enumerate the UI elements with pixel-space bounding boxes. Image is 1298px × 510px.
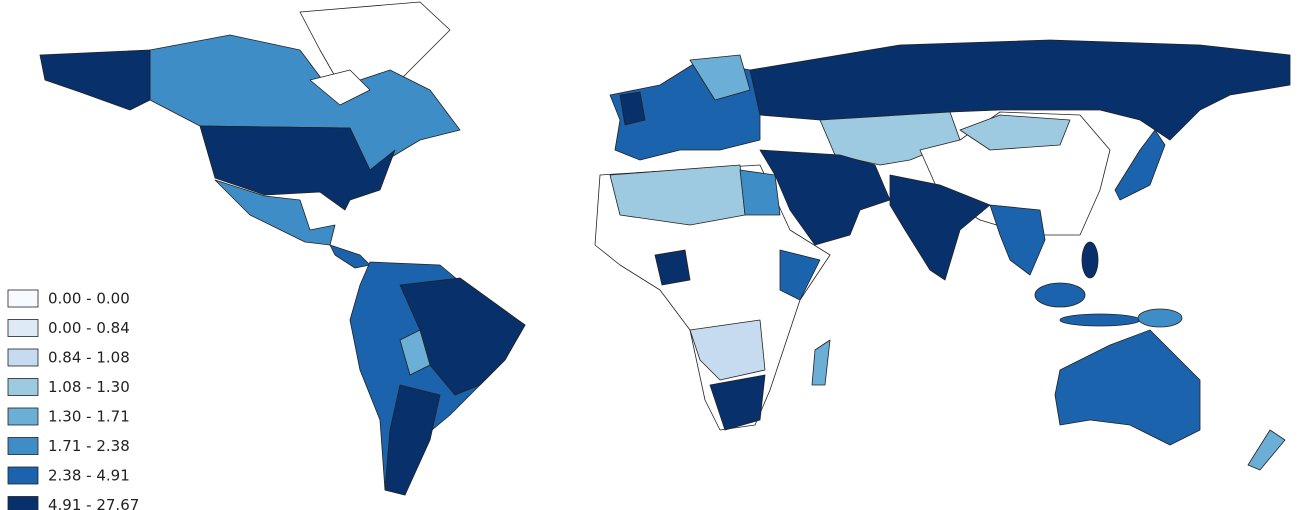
madagascar (811, 339, 831, 386)
legend-swatch (7, 289, 39, 308)
nigeria (654, 249, 691, 286)
argentina (384, 384, 441, 496)
legend-label: 0.00 - 0.84 (48, 319, 130, 337)
legend-swatch (7, 496, 39, 510)
bolivia (399, 329, 431, 376)
new-guinea (1137, 308, 1183, 328)
legend-label: 1.08 - 1.30 (48, 378, 130, 396)
hudson-bay (309, 69, 371, 106)
legend: 0.00 - 0.00 0.00 - 0.84 0.84 - 1.08 1.08 - … (7, 289, 139, 510)
alaska (39, 49, 151, 111)
legend-swatch (7, 466, 39, 485)
southern-africa (689, 319, 766, 381)
japan (1114, 129, 1166, 201)
philippines (1081, 241, 1099, 279)
scandinavia (689, 54, 751, 101)
legend-label: 2.38 - 4.91 (48, 467, 130, 485)
middle-east (759, 149, 891, 246)
legend-label: 1.71 - 2.38 (48, 437, 130, 455)
legend-label: 1.30 - 1.71 (48, 408, 130, 426)
mexico (214, 179, 336, 246)
land-shapes (39, 1, 1291, 496)
central-america (329, 244, 371, 269)
se-asia (989, 204, 1046, 276)
legend-swatch (7, 348, 39, 367)
mongolia (959, 114, 1071, 151)
legend-label: 0.00 - 0.00 (48, 290, 130, 308)
australia (1054, 329, 1201, 446)
new-zealand (1247, 429, 1286, 471)
sumatra-borneo (1034, 282, 1086, 308)
south-africa (709, 374, 766, 431)
india (889, 174, 991, 281)
legend-swatch (7, 407, 39, 426)
usa (199, 125, 396, 211)
legend-swatch (7, 437, 39, 455)
legend-swatch (7, 378, 39, 396)
legend-label: 0.84 - 1.08 (48, 349, 130, 367)
java (1059, 313, 1141, 327)
uk (619, 91, 646, 126)
east-africa (779, 249, 821, 301)
legend-swatch (7, 319, 39, 337)
egypt (739, 169, 781, 216)
north-africa (609, 164, 746, 226)
legend-label: 4.91 - 27.67 (48, 496, 139, 510)
